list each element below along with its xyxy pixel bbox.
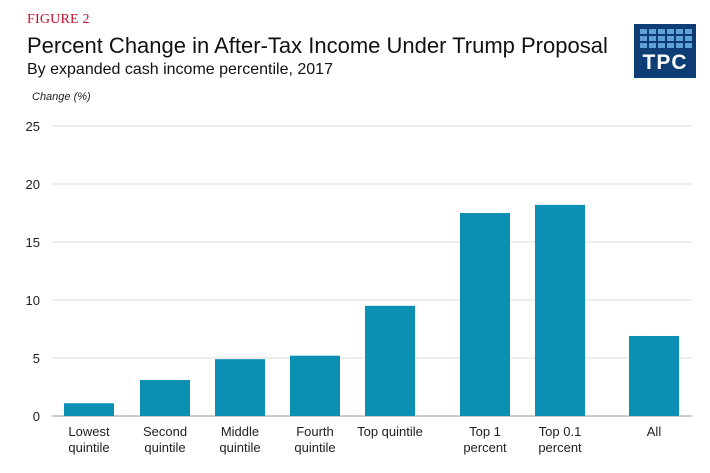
- y-axis-label: Change (%): [32, 91, 91, 103]
- bar: [365, 305, 415, 416]
- bar: [290, 355, 340, 416]
- x-category-label: Top 0.1 percent: [538, 424, 582, 455]
- y-tick-label: 0: [33, 409, 40, 424]
- figure-label: FIGURE 2: [27, 12, 90, 27]
- x-category-label: Top quintile: [357, 424, 423, 439]
- x-category-label: Fourth quintile: [294, 424, 335, 455]
- y-tick-label: 15: [26, 235, 40, 250]
- logo-tile-grid: [640, 29, 692, 48]
- x-category-label: Top 1 percent: [463, 424, 507, 455]
- x-category-label: Lowest quintile: [68, 424, 110, 455]
- bar: [535, 204, 585, 416]
- x-category-label: All: [647, 424, 662, 439]
- tpc-logo: TPC: [634, 24, 696, 78]
- bars: [64, 204, 679, 416]
- y-tick-label: 20: [26, 177, 40, 192]
- x-category-label: Middle quintile: [219, 424, 260, 455]
- y-tick-label: 5: [33, 351, 40, 366]
- chart-subtitle: By expanded cash income percentile, 2017: [27, 61, 333, 78]
- bar: [629, 335, 679, 416]
- chart-title: Percent Change in After-Tax Income Under…: [27, 33, 608, 58]
- x-category-label: Second quintile: [143, 424, 187, 455]
- bar: [64, 403, 114, 416]
- logo-text: TPC: [642, 51, 688, 74]
- y-tick-labels: 0 5 10 15 20 25: [26, 119, 40, 424]
- bar: [460, 213, 510, 416]
- y-tick-label: 10: [26, 293, 40, 308]
- bar: [140, 380, 190, 416]
- y-tick-label: 25: [26, 119, 40, 134]
- bar: [215, 359, 265, 416]
- x-category-labels: Lowest quintile Second quintile Middle quinti…: [68, 424, 661, 455]
